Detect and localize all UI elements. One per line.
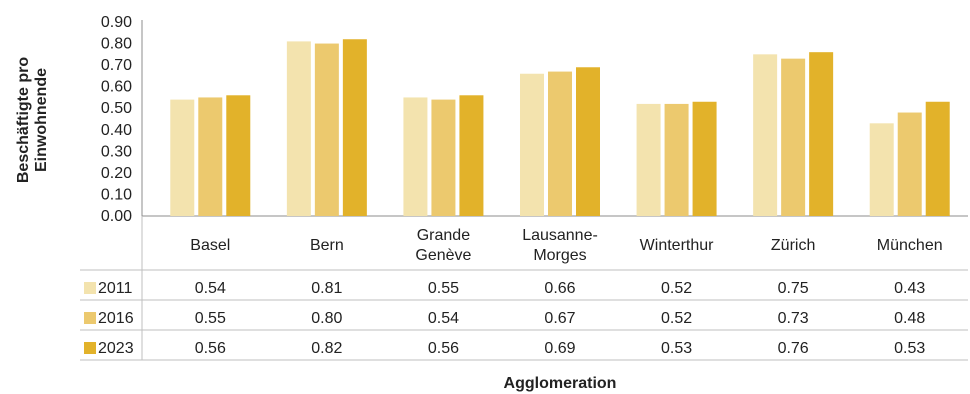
bar-2011-1 bbox=[286, 41, 311, 217]
bar-2023-2 bbox=[459, 95, 484, 216]
table-cell-2016: 0.48 bbox=[894, 310, 925, 327]
bar-2011-2 bbox=[403, 97, 428, 216]
category-label-line: München bbox=[877, 237, 943, 254]
category-label: Lausanne- Morges bbox=[522, 227, 598, 264]
bar-2023-0 bbox=[226, 95, 251, 216]
table-cell-2016: 0.67 bbox=[544, 310, 575, 327]
y-axis-title-line: Einwohnende bbox=[33, 68, 50, 172]
legend-key-2011 bbox=[84, 282, 96, 294]
category-label-line: Genève bbox=[415, 247, 471, 264]
y-tick-label: 0.50 bbox=[101, 100, 132, 117]
category-label-line: Morges bbox=[533, 247, 586, 264]
table-cell-2023: 0.53 bbox=[661, 340, 692, 357]
bar-2023-1 bbox=[342, 39, 367, 216]
bar-2016-6 bbox=[897, 112, 922, 216]
table-cell-2011: 0.43 bbox=[894, 280, 925, 297]
category-label: Bern bbox=[310, 237, 344, 254]
table-cell-2016: 0.54 bbox=[428, 310, 459, 327]
bar-2011-3 bbox=[520, 73, 544, 216]
category-label: Grande Genève bbox=[415, 227, 471, 264]
table-cell-2011: 0.66 bbox=[544, 280, 575, 297]
category-label-line: Bern bbox=[310, 237, 344, 254]
table-cell-2011: 0.75 bbox=[778, 280, 809, 297]
category-label-line: Lausanne- bbox=[522, 227, 598, 244]
legend-label-2016: 2016 bbox=[98, 310, 134, 327]
bar-2023-5 bbox=[809, 52, 834, 216]
category-label-line: Winterthur bbox=[640, 237, 714, 254]
bar-2023-3 bbox=[576, 67, 600, 217]
bar-2023-4 bbox=[692, 101, 717, 216]
table-cell-2016: 0.52 bbox=[661, 310, 692, 327]
bar-2016-2 bbox=[431, 99, 456, 216]
y-tick-label: 0.20 bbox=[101, 165, 132, 182]
category-label-line: Zürich bbox=[771, 237, 815, 254]
table-cell-2023: 0.69 bbox=[544, 340, 575, 357]
table-cell-2023: 0.56 bbox=[428, 340, 459, 357]
category-label-line: Basel bbox=[190, 237, 230, 254]
table-cell-2016: 0.55 bbox=[195, 310, 226, 327]
bar-2011-4 bbox=[636, 103, 661, 216]
bar-2011-5 bbox=[753, 54, 778, 217]
table-cell-2023: 0.76 bbox=[778, 340, 809, 357]
category-label: Basel bbox=[190, 237, 230, 254]
y-axis-title-line: Beschäftigte pro bbox=[15, 57, 32, 183]
table-cell-2023: 0.53 bbox=[894, 340, 925, 357]
category-label: München bbox=[877, 237, 943, 254]
category-label: Zürich bbox=[771, 237, 815, 254]
y-tick-label: 0.90 bbox=[101, 14, 132, 31]
table-cell-2011: 0.55 bbox=[428, 280, 459, 297]
bar-2023-6 bbox=[925, 101, 950, 216]
category-label: Winterthur bbox=[640, 237, 714, 254]
bar-2016-3 bbox=[548, 71, 572, 216]
y-tick-label: 0.60 bbox=[101, 79, 132, 96]
bar-2016-5 bbox=[781, 58, 806, 217]
legend-key-2023 bbox=[84, 342, 96, 354]
table-cell-2016: 0.73 bbox=[778, 310, 809, 327]
y-tick-label: 0.70 bbox=[101, 57, 132, 74]
legend-key-2016 bbox=[84, 312, 96, 324]
y-axis-title: Beschäftigte proEinwohnende bbox=[15, 57, 50, 183]
table-cell-2011: 0.54 bbox=[195, 280, 226, 297]
y-tick-label: 0.40 bbox=[101, 122, 132, 139]
y-tick-label: 0.10 bbox=[101, 186, 132, 203]
table-cell-2023: 0.82 bbox=[311, 340, 342, 357]
bar-2016-0 bbox=[198, 97, 223, 216]
bar-2016-1 bbox=[314, 43, 339, 216]
legend-label-2011: 2011 bbox=[98, 280, 133, 297]
y-tick-label: 0.80 bbox=[101, 36, 132, 53]
table-cell-2011: 0.81 bbox=[311, 280, 342, 297]
x-axis-title: Agglomeration bbox=[504, 375, 617, 392]
y-tick-label: 0.00 bbox=[101, 208, 132, 225]
table-cell-2023: 0.56 bbox=[195, 340, 226, 357]
category-label-line: Grande bbox=[417, 227, 470, 244]
legend-label-2023: 2023 bbox=[98, 340, 134, 357]
y-tick-label: 0.30 bbox=[101, 143, 132, 160]
bar-2011-6 bbox=[869, 123, 894, 216]
table-cell-2016: 0.80 bbox=[311, 310, 342, 327]
bar-2011-0 bbox=[170, 99, 195, 216]
table-cell-2011: 0.52 bbox=[661, 280, 692, 297]
bar-2016-4 bbox=[664, 103, 689, 216]
